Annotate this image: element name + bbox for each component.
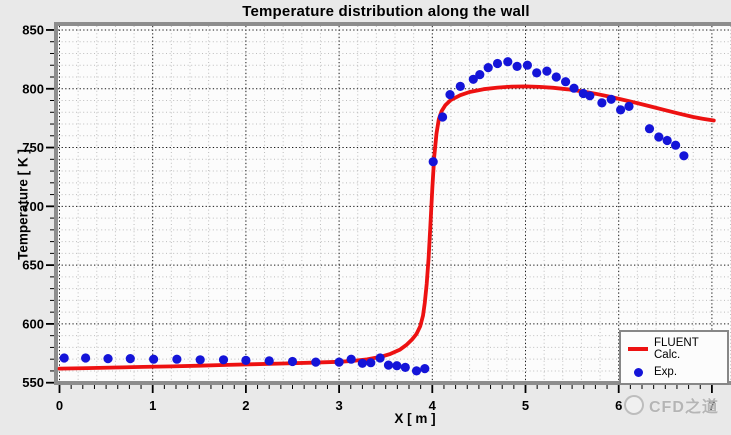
chart-title: Temperature distribution along the wall xyxy=(242,3,530,20)
svg-text:600: 600 xyxy=(22,316,44,331)
x-axis-title: X [ m ] xyxy=(394,411,436,426)
legend-line-swatch xyxy=(628,347,648,351)
y-tick-labels: 550 600 650 700 750 800 850 xyxy=(22,22,44,390)
svg-text:1: 1 xyxy=(149,398,156,413)
y-axis-title: Temperature [ K ] xyxy=(15,149,31,260)
x-tick-labels: 0 1 2 3 4 5 6 7 xyxy=(56,398,716,413)
svg-text:3: 3 xyxy=(335,398,342,413)
legend: FLUENT Calc. Exp. xyxy=(619,330,729,385)
legend-line-swatch-wrap xyxy=(628,344,648,354)
svg-text:700: 700 xyxy=(22,199,44,214)
y-axis-ticks xyxy=(46,29,54,384)
legend-dot-swatch xyxy=(633,367,643,377)
svg-text:850: 850 xyxy=(22,22,44,37)
plot-frame xyxy=(54,22,731,385)
svg-text:6: 6 xyxy=(615,398,622,413)
svg-text:800: 800 xyxy=(22,81,44,96)
svg-text:650: 650 xyxy=(22,258,44,273)
x-axis-ticks xyxy=(58,385,713,393)
grid-major xyxy=(58,26,731,384)
grid-minor xyxy=(58,26,731,381)
legend-dot-swatch-wrap xyxy=(628,367,648,377)
svg-text:550: 550 xyxy=(22,375,44,390)
legend-row-exp: Exp. xyxy=(628,366,727,378)
svg-text:7: 7 xyxy=(708,398,715,413)
fluent-calc-line xyxy=(57,84,716,371)
svg-text:4: 4 xyxy=(429,398,437,413)
svg-text:0: 0 xyxy=(56,398,63,413)
plot-background xyxy=(58,26,731,381)
exp-points xyxy=(59,57,689,376)
svg-text:2: 2 xyxy=(242,398,249,413)
legend-label-exp: Exp. xyxy=(654,366,678,378)
legend-label-fluent: FLUENT Calc. xyxy=(654,337,699,361)
svg-text:750: 750 xyxy=(22,140,44,155)
legend-row-fluent: FLUENT Calc. xyxy=(628,337,727,361)
svg-text:5: 5 xyxy=(522,398,529,413)
